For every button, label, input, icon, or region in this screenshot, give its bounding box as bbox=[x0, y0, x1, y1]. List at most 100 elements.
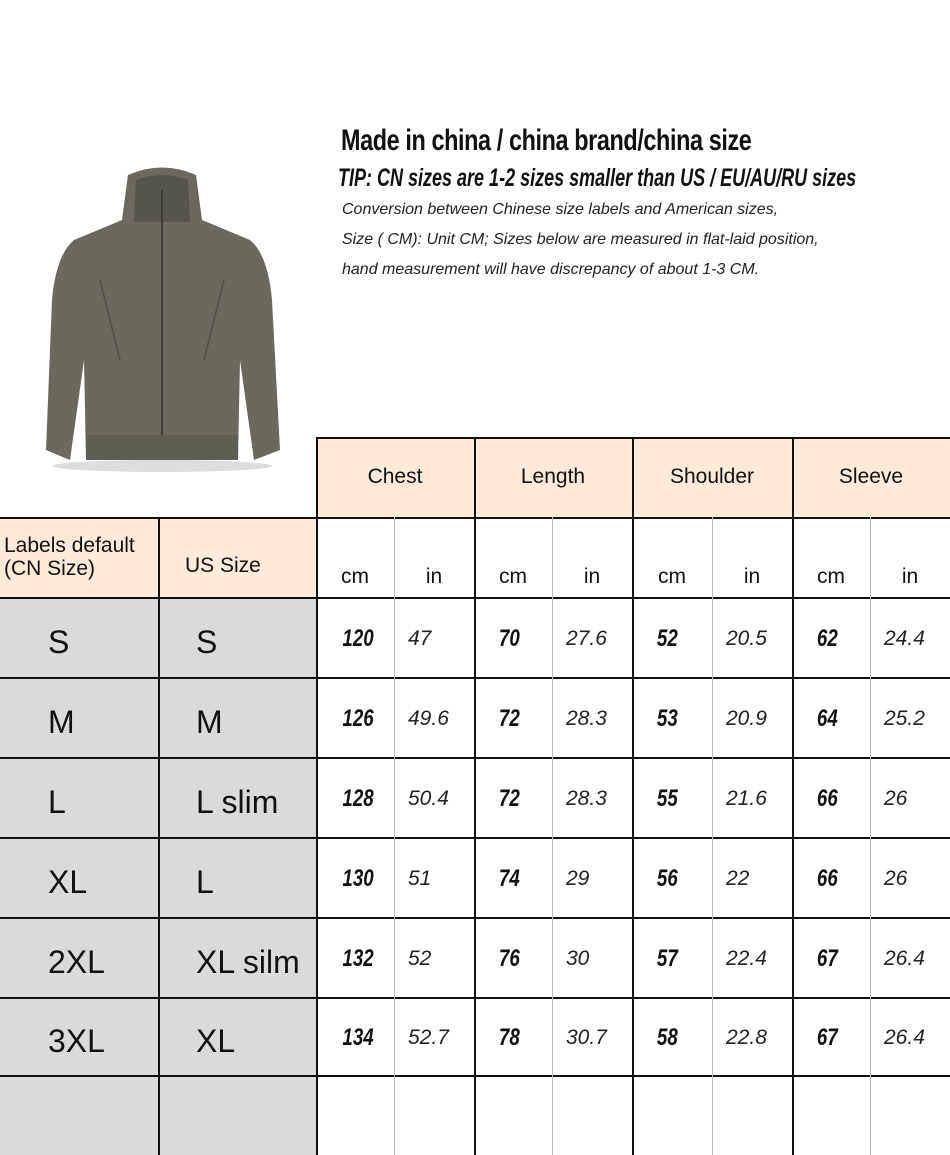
jacket-icon bbox=[46, 167, 280, 472]
grid-line bbox=[712, 517, 713, 1155]
value-in-text: 26.4 bbox=[884, 947, 925, 970]
header-sleeve-text: Sleeve bbox=[838, 465, 904, 488]
us-size-text: M bbox=[196, 703, 223, 740]
value-cm: 64 bbox=[792, 677, 870, 757]
value-cm: 126 bbox=[316, 677, 394, 757]
value-in: 47 bbox=[394, 597, 474, 677]
value-in-text: 27.6 bbox=[566, 627, 607, 650]
value-in: 51 bbox=[394, 837, 474, 917]
cn-size: XL bbox=[0, 837, 158, 917]
grid-line bbox=[552, 517, 553, 1155]
grid-line bbox=[632, 437, 634, 1155]
header-shoulder: Shoulder bbox=[632, 437, 792, 517]
us-size: L slim bbox=[158, 757, 316, 837]
grid-line bbox=[870, 517, 871, 1155]
value-in: 22.4 bbox=[712, 917, 792, 997]
header-sleeve: Sleeve bbox=[792, 437, 950, 517]
value-cm: 53 bbox=[632, 677, 712, 757]
value-cm-text: 62 bbox=[816, 625, 838, 652]
cn-size-text: S bbox=[48, 623, 70, 660]
value-in-text: 26 bbox=[884, 787, 908, 810]
unit-label-text: in bbox=[583, 565, 601, 588]
us-size: XL bbox=[158, 997, 316, 1075]
cn-size-text: 2XL bbox=[48, 943, 105, 980]
value-cm: 132 bbox=[316, 917, 394, 997]
us-size-text: L bbox=[196, 863, 214, 900]
value-in: 28.3 bbox=[552, 677, 632, 757]
grid-line bbox=[474, 437, 476, 1155]
unit-label-text: in bbox=[743, 565, 761, 588]
value-cm: 74 bbox=[474, 837, 552, 917]
value-cm: 62 bbox=[792, 597, 870, 677]
value-in: 26.4 bbox=[870, 917, 950, 997]
value-cm: 66 bbox=[792, 837, 870, 917]
grid-line bbox=[394, 517, 395, 1155]
value-in-text: 26.4 bbox=[884, 1026, 925, 1049]
unit-label: in bbox=[394, 517, 474, 597]
header-chest: Chest bbox=[316, 437, 474, 517]
value-cm: 67 bbox=[792, 917, 870, 997]
header-chest-text: Chest bbox=[367, 465, 423, 488]
value-cm: 128 bbox=[316, 757, 394, 837]
value-in: 52 bbox=[394, 917, 474, 997]
cn-size-text: XL bbox=[48, 863, 88, 900]
unit-label: cm bbox=[474, 517, 552, 597]
value-cm-text: 76 bbox=[498, 945, 520, 972]
value-cm-text: 67 bbox=[816, 1024, 838, 1051]
us-size-text: XL silm bbox=[196, 943, 300, 980]
value-cm: 72 bbox=[474, 677, 552, 757]
value-cm: 57 bbox=[632, 917, 712, 997]
header-cn-size-text: Labels default (CN Size) bbox=[4, 534, 135, 580]
value-in-text: 22.8 bbox=[726, 1026, 767, 1049]
value-in: 22 bbox=[712, 837, 792, 917]
value-in: 49.6 bbox=[394, 677, 474, 757]
us-size: L bbox=[158, 837, 316, 917]
value-cm-text: 67 bbox=[816, 945, 838, 972]
value-in-text: 28.3 bbox=[566, 707, 607, 730]
unit-label-text: cm bbox=[499, 565, 527, 588]
header-length-text: Length bbox=[520, 465, 586, 488]
grid-line bbox=[316, 437, 318, 1155]
value-cm-text: 128 bbox=[342, 785, 374, 812]
grid-line bbox=[158, 517, 160, 1155]
value-cm-text: 58 bbox=[656, 1024, 678, 1051]
value-cm: 56 bbox=[632, 837, 712, 917]
value-in-text: 26 bbox=[884, 867, 908, 890]
us-size: M bbox=[158, 677, 316, 757]
value-in: 20.5 bbox=[712, 597, 792, 677]
value-in-text: 52.7 bbox=[408, 1026, 449, 1049]
cn-size-text: 3XL bbox=[48, 1022, 105, 1059]
cn-size: 3XL bbox=[0, 997, 158, 1075]
value-in-text: 21.6 bbox=[726, 787, 767, 810]
value-cm-text: 134 bbox=[342, 1024, 374, 1051]
us-size: S bbox=[158, 597, 316, 677]
us-size-text: XL bbox=[196, 1022, 236, 1059]
value-in-text: 30.7 bbox=[566, 1026, 607, 1049]
value-cm: 52 bbox=[632, 597, 712, 677]
value-in: 20.9 bbox=[712, 677, 792, 757]
header-length: Length bbox=[474, 437, 632, 517]
value-in-text: 47 bbox=[408, 627, 432, 650]
header-shoulder-text: Shoulder bbox=[669, 465, 755, 488]
header-us-size: US Size bbox=[158, 517, 316, 597]
value-cm: 70 bbox=[474, 597, 552, 677]
us-size-text: L slim bbox=[196, 783, 279, 820]
value-cm-text: 78 bbox=[498, 1024, 520, 1051]
unit-label: cm bbox=[792, 517, 870, 597]
unit-label: in bbox=[552, 517, 632, 597]
unit-label-text: in bbox=[901, 565, 919, 588]
unit-label-text: cm bbox=[658, 565, 686, 588]
unit-label-text: in bbox=[425, 565, 443, 588]
value-cm-text: 70 bbox=[498, 625, 520, 652]
value-cm-text: 130 bbox=[342, 865, 374, 892]
value-in: 26.4 bbox=[870, 997, 950, 1075]
value-cm: 130 bbox=[316, 837, 394, 917]
value-cm-text: 72 bbox=[498, 785, 520, 812]
value-cm-text: 66 bbox=[816, 865, 838, 892]
cn-size: L bbox=[0, 757, 158, 837]
cn-size-text: M bbox=[48, 703, 75, 740]
value-cm-text: 66 bbox=[816, 785, 838, 812]
cn-size-text: L bbox=[48, 783, 66, 820]
value-in-text: 22 bbox=[726, 867, 750, 890]
value-cm: 67 bbox=[792, 997, 870, 1075]
